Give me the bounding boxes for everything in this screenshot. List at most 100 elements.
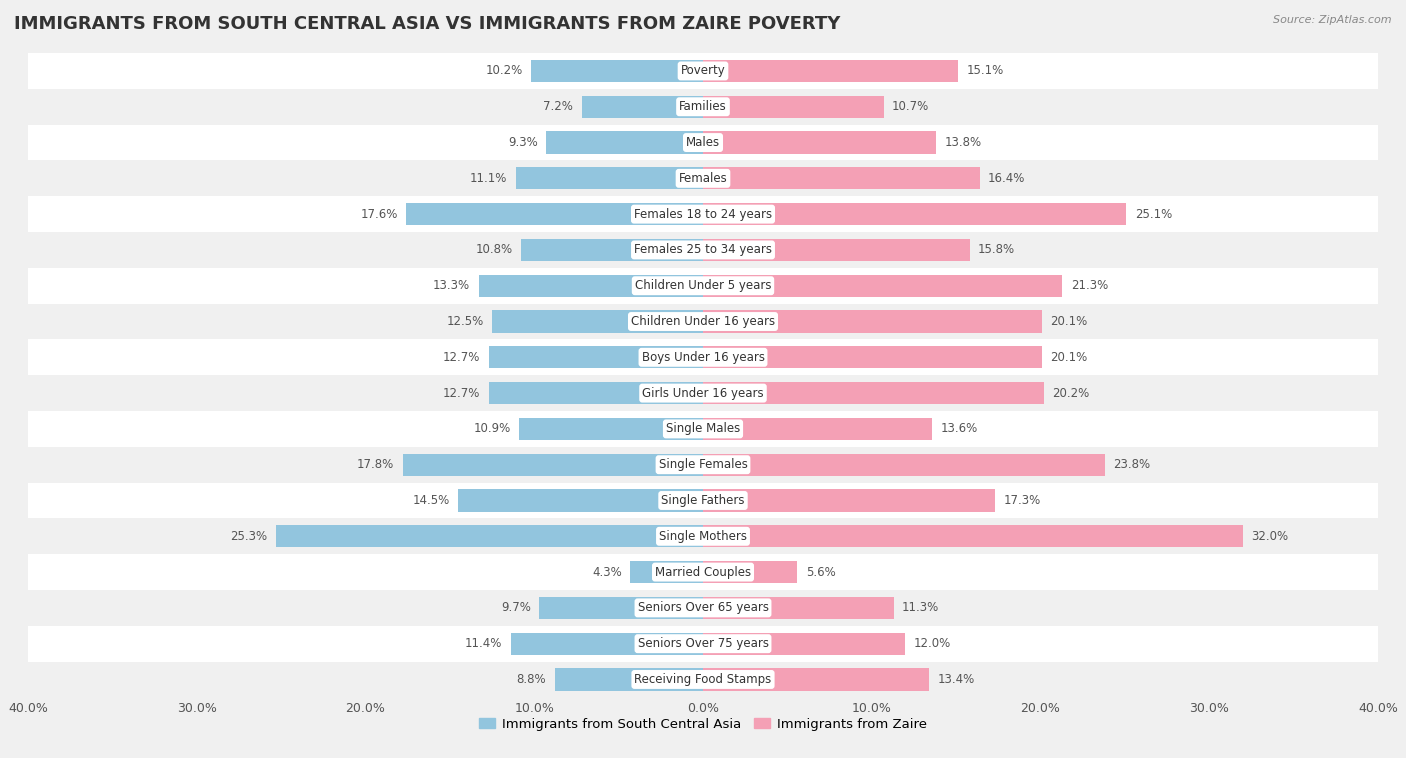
Text: 10.9%: 10.9%: [474, 422, 510, 435]
Text: Females: Females: [679, 172, 727, 185]
Bar: [28, 161, 1378, 196]
Text: 15.8%: 15.8%: [979, 243, 1015, 256]
Bar: [510, 633, 703, 655]
Text: Males: Males: [686, 136, 720, 149]
Text: 17.3%: 17.3%: [1004, 494, 1040, 507]
Bar: [458, 490, 703, 512]
Text: 13.4%: 13.4%: [938, 673, 974, 686]
Bar: [516, 168, 703, 190]
Text: Females 18 to 24 years: Females 18 to 24 years: [634, 208, 772, 221]
Bar: [703, 561, 797, 583]
Text: 11.4%: 11.4%: [465, 637, 502, 650]
Bar: [703, 418, 932, 440]
Bar: [703, 525, 1243, 547]
Text: 12.0%: 12.0%: [914, 637, 950, 650]
Text: Single Mothers: Single Mothers: [659, 530, 747, 543]
Text: 13.8%: 13.8%: [945, 136, 981, 149]
Bar: [28, 626, 1378, 662]
Text: 15.1%: 15.1%: [966, 64, 1004, 77]
Bar: [703, 453, 1105, 476]
Bar: [703, 96, 883, 117]
Text: Married Couples: Married Couples: [655, 565, 751, 578]
Text: 10.7%: 10.7%: [891, 100, 929, 113]
Legend: Immigrants from South Central Asia, Immigrants from Zaire: Immigrants from South Central Asia, Immi…: [474, 713, 932, 736]
Text: Girls Under 16 years: Girls Under 16 years: [643, 387, 763, 399]
Text: 4.3%: 4.3%: [592, 565, 621, 578]
Text: 10.2%: 10.2%: [485, 64, 523, 77]
Text: Seniors Over 65 years: Seniors Over 65 years: [637, 601, 769, 615]
Text: 7.2%: 7.2%: [543, 100, 574, 113]
Text: 12.7%: 12.7%: [443, 351, 481, 364]
Text: 10.8%: 10.8%: [475, 243, 512, 256]
Text: 12.5%: 12.5%: [447, 315, 484, 328]
Bar: [28, 375, 1378, 411]
Text: 17.6%: 17.6%: [360, 208, 398, 221]
Text: Families: Families: [679, 100, 727, 113]
Text: 21.3%: 21.3%: [1071, 279, 1108, 293]
Bar: [489, 382, 703, 404]
Text: 14.5%: 14.5%: [413, 494, 450, 507]
Bar: [703, 274, 1063, 297]
Bar: [546, 131, 703, 154]
Bar: [492, 311, 703, 333]
Bar: [703, 597, 894, 619]
Text: 32.0%: 32.0%: [1251, 530, 1288, 543]
Bar: [520, 239, 703, 261]
Text: Single Males: Single Males: [666, 422, 740, 435]
Bar: [703, 346, 1042, 368]
Bar: [703, 382, 1043, 404]
Bar: [703, 60, 957, 82]
Text: Females 25 to 34 years: Females 25 to 34 years: [634, 243, 772, 256]
Text: IMMIGRANTS FROM SOUTH CENTRAL ASIA VS IMMIGRANTS FROM ZAIRE POVERTY: IMMIGRANTS FROM SOUTH CENTRAL ASIA VS IM…: [14, 15, 841, 33]
Text: 25.1%: 25.1%: [1135, 208, 1173, 221]
Bar: [28, 268, 1378, 304]
Bar: [703, 633, 905, 655]
Text: Children Under 16 years: Children Under 16 years: [631, 315, 775, 328]
Text: 12.7%: 12.7%: [443, 387, 481, 399]
Bar: [489, 346, 703, 368]
Bar: [28, 554, 1378, 590]
Bar: [28, 232, 1378, 268]
Text: 20.1%: 20.1%: [1050, 315, 1088, 328]
Bar: [28, 411, 1378, 446]
Text: Seniors Over 75 years: Seniors Over 75 years: [637, 637, 769, 650]
Text: 11.3%: 11.3%: [903, 601, 939, 615]
Text: 8.8%: 8.8%: [516, 673, 546, 686]
Bar: [28, 89, 1378, 124]
Bar: [406, 203, 703, 225]
Text: Boys Under 16 years: Boys Under 16 years: [641, 351, 765, 364]
Text: 17.8%: 17.8%: [357, 458, 394, 471]
Bar: [28, 340, 1378, 375]
Text: 13.3%: 13.3%: [433, 279, 470, 293]
Bar: [28, 483, 1378, 518]
Text: 25.3%: 25.3%: [231, 530, 267, 543]
Text: 5.6%: 5.6%: [806, 565, 835, 578]
Bar: [28, 662, 1378, 697]
Text: Receiving Food Stamps: Receiving Food Stamps: [634, 673, 772, 686]
Bar: [28, 304, 1378, 340]
Text: Poverty: Poverty: [681, 64, 725, 77]
Text: Children Under 5 years: Children Under 5 years: [634, 279, 772, 293]
Text: Source: ZipAtlas.com: Source: ZipAtlas.com: [1274, 15, 1392, 25]
Bar: [531, 60, 703, 82]
Bar: [703, 168, 980, 190]
Bar: [276, 525, 703, 547]
Text: 16.4%: 16.4%: [988, 172, 1025, 185]
Text: 23.8%: 23.8%: [1114, 458, 1150, 471]
Bar: [402, 453, 703, 476]
Bar: [703, 311, 1042, 333]
Text: 11.1%: 11.1%: [470, 172, 508, 185]
Bar: [554, 669, 703, 691]
Bar: [703, 131, 936, 154]
Bar: [28, 53, 1378, 89]
Bar: [519, 418, 703, 440]
Text: 9.3%: 9.3%: [508, 136, 537, 149]
Bar: [28, 196, 1378, 232]
Text: 13.6%: 13.6%: [941, 422, 979, 435]
Text: Single Females: Single Females: [658, 458, 748, 471]
Bar: [703, 239, 970, 261]
Bar: [28, 590, 1378, 626]
Bar: [540, 597, 703, 619]
Bar: [703, 203, 1126, 225]
Bar: [478, 274, 703, 297]
